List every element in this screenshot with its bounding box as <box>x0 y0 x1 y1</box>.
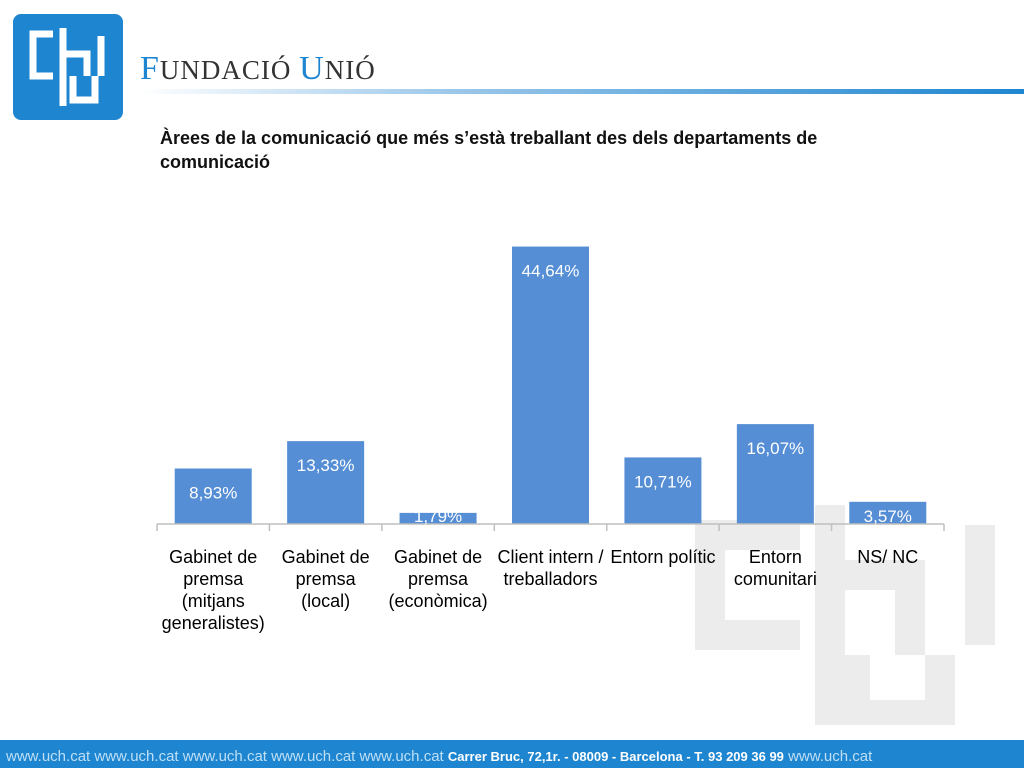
category-label: (econòmica) <box>389 591 488 611</box>
data-label: 1,79% <box>414 507 462 526</box>
data-label: 8,93% <box>189 483 237 502</box>
logo <box>13 14 123 120</box>
brand-divider <box>140 89 1024 94</box>
bar-chart: 8,93%Gabinet depremsa(mitjansgeneraliste… <box>156 246 945 633</box>
footer-link[interactable]: www.uch.cat <box>788 748 873 765</box>
category-label: treballadors <box>503 569 597 589</box>
category-label: Gabinet de <box>282 547 370 567</box>
bar <box>174 468 252 524</box>
category-label: premsa <box>183 569 244 589</box>
bar <box>624 457 702 524</box>
bar <box>736 424 814 524</box>
data-label: 13,33% <box>297 456 355 475</box>
category-label: comunitari <box>734 569 817 589</box>
category-label: generalistes) <box>162 613 265 633</box>
footer-link[interactable]: www.uch.cat <box>6 748 91 765</box>
data-label: 16,07% <box>747 439 805 458</box>
footer-link[interactable]: www.uch.cat <box>94 748 179 765</box>
category-label: premsa <box>296 569 357 589</box>
category-label: premsa <box>408 569 469 589</box>
category-label: NS/ NC <box>857 547 918 567</box>
data-label: 10,71% <box>634 472 692 491</box>
bar <box>287 441 365 524</box>
bar <box>399 512 477 524</box>
category-label: Gabinet de <box>394 547 482 567</box>
logo-icon <box>29 28 105 106</box>
footer-link[interactable]: www.uch.cat <box>271 748 356 765</box>
footer-bar <box>0 740 1024 768</box>
chart-title: Àrees de la comunicació que més s’està t… <box>160 128 818 172</box>
footer-link[interactable]: www.uch.cat <box>359 748 444 765</box>
category-label: Gabinet de <box>169 547 257 567</box>
brand-name: FUNDACIÓ UNIÓ <box>140 50 376 87</box>
category-label: Client intern / <box>497 547 603 567</box>
category-label: (mitjans <box>182 591 245 611</box>
category-label: Entorn <box>749 547 802 567</box>
category-label: Entorn polític <box>610 547 715 567</box>
data-label: 44,64% <box>522 262 580 281</box>
footer-link[interactable]: www.uch.cat <box>182 748 267 765</box>
category-label: (local) <box>301 591 350 611</box>
footer-text: www.uch.cat www.uch.cat www.uch.cat www.… <box>6 748 872 765</box>
data-label: 3,57% <box>864 507 912 526</box>
bar <box>512 246 589 524</box>
footer-address: Carrer Bruc, 72,1r. - 08009 - Barcelona … <box>447 749 784 764</box>
bar <box>849 501 927 524</box>
watermark-logo <box>695 505 995 725</box>
